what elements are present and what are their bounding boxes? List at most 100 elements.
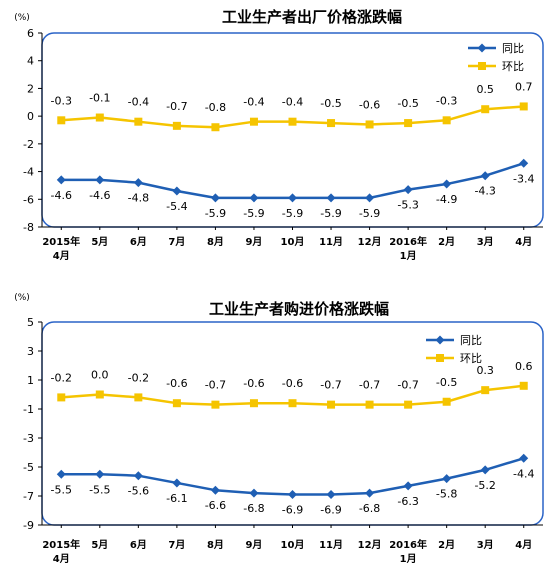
data-label: -0.8 (205, 101, 226, 114)
legend-label: 环比 (460, 352, 482, 365)
data-point (327, 119, 336, 128)
y-tick-label: -4 (23, 166, 34, 179)
data-label: -0.4 (282, 96, 303, 109)
data-label: -0.3 (436, 94, 457, 107)
data-point (56, 175, 66, 185)
data-label: -6.8 (359, 502, 380, 515)
data-point (442, 179, 452, 189)
data-point (288, 490, 297, 500)
x-tick-label: 1月 (400, 250, 417, 262)
data-point (480, 465, 490, 475)
data-label: -4.3 (474, 185, 495, 198)
data-label: -5.6 (128, 485, 149, 498)
data-label: -0.7 (397, 379, 418, 392)
chart-title: 工业生产者出厂价格涨跌幅 (222, 8, 402, 26)
data-point (404, 400, 413, 409)
data-label: -0.7 (166, 100, 187, 113)
x-tick-label: 9月 (245, 539, 262, 551)
data-point (172, 478, 182, 488)
data-label: 0.3 (476, 364, 494, 377)
series-mom: -0.2 0.0 -0.2 -0.6 -0.7 -0.6 -0.6 -0.7 -0.7 -0.7 -… (51, 360, 533, 409)
data-label: -5.3 (397, 199, 418, 212)
x-tick-label: 10月 (281, 236, 305, 248)
data-label: -0.1 (89, 92, 110, 105)
series-yoy: -4.6 -4.6 -4.8 -5.4 -5.9 -5.9 -5.9 -5.9 -5.9 -5.3… (51, 158, 534, 220)
data-label: -0.6 (282, 377, 303, 390)
data-label: -3.4 (513, 172, 534, 185)
x-tick-label: 2015年 (42, 538, 80, 551)
x-tick-label: 7月 (168, 236, 185, 248)
data-point (172, 121, 181, 130)
x-tick-label: 11月 (319, 539, 343, 551)
data-point (249, 193, 259, 203)
data-point (403, 481, 413, 491)
data-point (133, 471, 143, 481)
data-point (57, 116, 66, 125)
data-label: -5.9 (282, 207, 303, 220)
x-tick-label: 5月 (91, 236, 108, 248)
x-tick-label: 2015年 (42, 235, 80, 248)
y-tick-label: -5 (23, 461, 34, 474)
data-point (134, 393, 143, 402)
x-tick-label: 3月 (477, 236, 494, 248)
x-tick-label: 6月 (130, 236, 147, 248)
data-point (442, 474, 452, 484)
data-label: -0.2 (51, 371, 72, 384)
data-label: -5.8 (436, 488, 457, 501)
legend-marker (435, 335, 445, 345)
x-tick-label: 7月 (168, 539, 185, 551)
data-point (481, 105, 490, 114)
x-tick-label: 4月 (53, 553, 70, 565)
y-tick-label: -6 (23, 193, 34, 206)
x-tick-label: 9月 (245, 236, 262, 248)
data-label: -6.8 (243, 502, 264, 515)
data-label: -4.8 (128, 192, 149, 205)
data-label: -0.5 (436, 376, 457, 389)
data-point (288, 193, 297, 203)
series-yoy: -5.5 -5.5 -5.6 -6.1 -6.6 -6.8 -6.9 -6.9 -6.8 -6.3… (51, 453, 534, 517)
data-label: -5.5 (51, 483, 72, 496)
data-point (134, 117, 143, 126)
data-label: -4.4 (513, 467, 534, 480)
data-label: 0.7 (515, 80, 533, 93)
data-label: -5.5 (89, 483, 110, 496)
data-label: -5.2 (474, 479, 495, 492)
data-label: 0.6 (515, 360, 533, 373)
x-tick-label: 11月 (319, 236, 343, 248)
legend-label: 环比 (502, 60, 524, 73)
y-tick-label: 1 (27, 374, 34, 387)
data-point (249, 117, 258, 126)
data-label: 0.0 (91, 369, 109, 382)
chart-title: 工业生产者购进价格涨跌幅 (209, 300, 389, 318)
x-tick-label: 8月 (207, 539, 224, 551)
legend-marker (477, 43, 487, 53)
data-point (365, 400, 374, 409)
data-point (57, 393, 66, 402)
x-tick-label: 8月 (207, 236, 224, 248)
data-point (365, 193, 375, 203)
data-label: -5.9 (359, 207, 380, 220)
data-label: -0.7 (359, 379, 380, 392)
y-tick-label: 3 (27, 345, 34, 358)
data-label: 0.5 (476, 83, 494, 96)
data-label: -0.2 (128, 371, 149, 384)
chart-2: 工业生产者购进价格涨跌幅 (%) -9 -7 -5 -3 -1 1 3 5 2015年 4月 5月 6月 7… (14, 293, 544, 565)
data-point (210, 193, 220, 203)
x-tick-label: 6月 (130, 539, 147, 551)
data-point (442, 397, 451, 406)
data-point (211, 400, 220, 409)
data-label: -6.9 (320, 504, 341, 517)
x-tick-label: 5月 (91, 539, 108, 551)
x-tick-label: 2月 (438, 539, 455, 551)
data-point (404, 119, 413, 128)
data-label: -5.9 (205, 207, 226, 220)
data-label: -0.6 (359, 98, 380, 111)
data-point (365, 488, 375, 498)
data-point (481, 386, 490, 395)
legend-label: 同比 (502, 42, 524, 55)
x-tick-label: 12月 (358, 539, 382, 551)
y-tick-label: 0 (27, 110, 34, 123)
data-point (172, 186, 182, 196)
data-label: -0.7 (320, 379, 341, 392)
